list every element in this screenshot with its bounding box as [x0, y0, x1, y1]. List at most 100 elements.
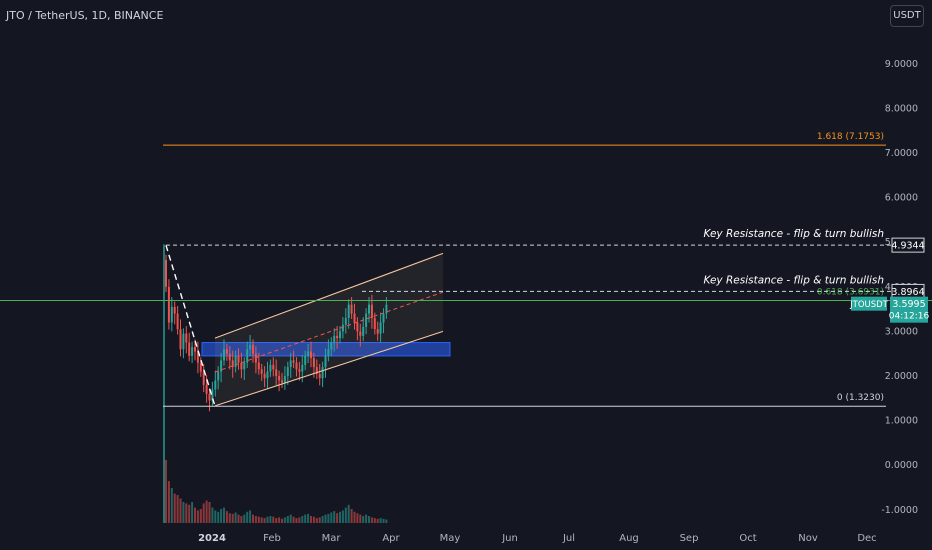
volume-bar: [295, 518, 298, 523]
currency-button[interactable]: USDT: [890, 5, 924, 27]
volume-bar: [188, 504, 191, 523]
volume-bar: [315, 518, 318, 523]
volume-bar: [333, 511, 336, 523]
last-price: 3.5995: [892, 299, 925, 310]
volume-bar: [341, 510, 344, 523]
price-axis-tick: 2.0000: [885, 371, 918, 382]
price-axis-tick: 1.0000: [885, 416, 918, 427]
channel-fill: [215, 253, 443, 406]
volume-bar: [263, 518, 266, 523]
volume-bar: [356, 513, 359, 523]
candle-body: [330, 342, 333, 350]
channel-upper-line: [214, 252, 444, 339]
volume-bar: [362, 516, 365, 523]
volume-bar: [382, 518, 385, 523]
time-axis-tick: Sep: [680, 533, 699, 544]
price-tag-upper: 4.9344: [891, 241, 924, 252]
volume-bar: [385, 519, 388, 523]
volume-bar: [336, 513, 339, 523]
candle-body: [324, 355, 327, 368]
time-axis-tick: Mar: [322, 533, 342, 544]
candle-body: [339, 331, 341, 339]
volume-bar: [202, 503, 205, 523]
candle-body: [272, 364, 275, 370]
candle-body: [217, 371, 220, 381]
candle-body: [260, 369, 263, 374]
volume-bar: [170, 488, 173, 523]
volume-bar: [176, 495, 179, 523]
volume-bar: [275, 518, 278, 523]
volume-bar: [298, 517, 301, 523]
volume-bar: [194, 507, 196, 523]
candle-body: [307, 351, 310, 356]
candle-body: [199, 362, 202, 372]
fib-1618-label: 1.618 (7.1753): [817, 132, 884, 142]
volume-bar: [249, 510, 252, 523]
candle-body: [176, 313, 179, 330]
candle-body: [208, 393, 211, 401]
candle-body: [318, 373, 321, 379]
time-axis-tick: May: [440, 533, 461, 544]
volume-bar: [283, 517, 286, 523]
candle-body: [170, 306, 173, 323]
candle-body: [347, 304, 350, 319]
time-axis-tick: Aug: [619, 533, 639, 544]
candle-body: [225, 349, 228, 354]
candle-body: [333, 335, 336, 343]
candle-body: [275, 369, 278, 376]
volume-bar: [376, 518, 379, 523]
volume-bar: [368, 516, 370, 523]
candle-body: [310, 351, 312, 359]
candle-body: [304, 355, 307, 365]
ticker-tag-box: [851, 296, 887, 311]
volume-bar: [179, 498, 182, 523]
countdown: 04:12:16: [889, 312, 930, 322]
candle-body: [385, 304, 388, 314]
candle-body: [365, 313, 368, 327]
candle-body: [246, 349, 249, 363]
volume-bar: [324, 514, 327, 523]
candle-body: [182, 333, 185, 350]
candle-body: [321, 367, 324, 379]
candle-body: [350, 304, 353, 314]
price-axis-tick: -1.0000: [881, 505, 918, 516]
volume-bar: [220, 509, 223, 523]
candle-body: [292, 360, 295, 363]
candle-body: [269, 364, 272, 372]
candle-body: [278, 376, 281, 381]
candle-body: [220, 360, 223, 372]
volume-bar: [208, 502, 211, 523]
candle-body: [344, 318, 347, 325]
channel-lower-line: [214, 330, 444, 407]
volume-bar: [350, 509, 353, 523]
candle-body: [237, 355, 240, 363]
volume-bar: [272, 516, 275, 523]
candle-body: [286, 367, 289, 376]
volume-bar: [196, 510, 199, 523]
candle-body: [336, 335, 339, 339]
volume-bar: [327, 513, 330, 523]
volume-bar: [199, 509, 202, 523]
volume-bar: [344, 507, 347, 523]
price-axis-tick: 7.0000: [885, 148, 918, 159]
price-axis-tick: 3.0000: [885, 326, 918, 337]
price-axis-tick: 9.0000: [885, 59, 918, 70]
time-axis-tick: Oct: [739, 533, 756, 544]
volume-bar: [318, 517, 321, 523]
candle-body: [341, 324, 344, 332]
volume-bar: [373, 518, 376, 523]
time-axis-tick: Feb: [263, 533, 281, 544]
volume-bar: [370, 517, 373, 523]
candle-body: [211, 389, 214, 401]
candle-body: [249, 344, 252, 350]
candle-body: [295, 362, 298, 370]
volume-bar: [321, 516, 324, 523]
volume-bar: [266, 516, 269, 523]
volume-bar: [237, 514, 240, 523]
volume-bar: [167, 481, 170, 523]
candle-body: [298, 369, 301, 372]
time-axis-tick: Dec: [857, 533, 876, 544]
volume-bar: [165, 460, 167, 523]
